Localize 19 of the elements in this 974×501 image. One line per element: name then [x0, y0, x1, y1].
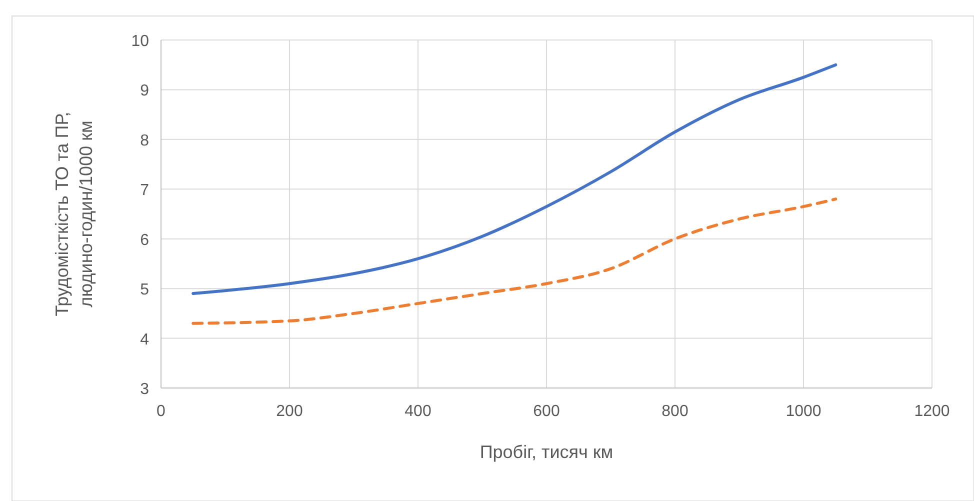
y-tick-label: 4 — [140, 331, 150, 348]
y-tick-label: 3 — [140, 381, 150, 398]
x-axis-title: Пробіг, тисяч км — [480, 442, 614, 462]
x-tick-label: 600 — [533, 403, 560, 420]
x-tick-label: 200 — [276, 403, 303, 420]
y-tick-label: 5 — [140, 282, 150, 299]
x-tick-label: 1200 — [914, 403, 950, 420]
line-series — [192, 198, 838, 325]
x-tick-label: 800 — [662, 403, 688, 420]
line-series — [192, 63, 838, 296]
y-tick-label: 10 — [131, 33, 150, 50]
y-tick-label: 6 — [140, 232, 150, 249]
y-tick-label: 7 — [140, 182, 150, 200]
x-tick-label: 0 — [156, 403, 166, 420]
y-axis-title: Трудомісткість ТО та ПР, людино-годин/1000 км — [52, 112, 96, 316]
y-tick-label: 9 — [140, 82, 150, 100]
x-tick-label: 1000 — [786, 403, 822, 420]
x-tick-label: 400 — [404, 403, 432, 420]
y-tick-label: 8 — [140, 132, 150, 150]
